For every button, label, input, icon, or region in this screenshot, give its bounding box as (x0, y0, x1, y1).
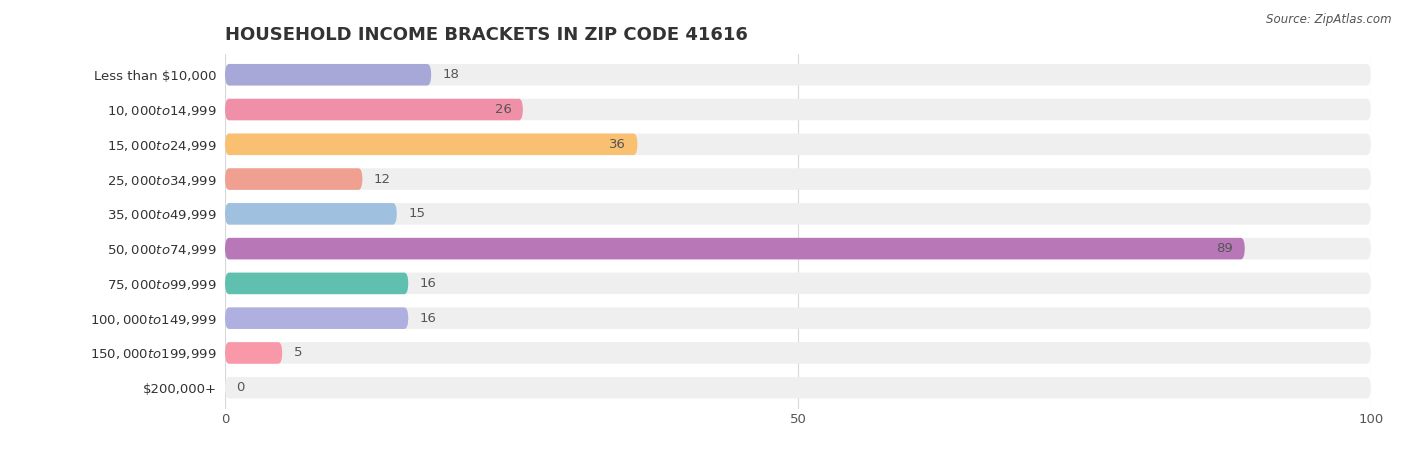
FancyBboxPatch shape (225, 99, 523, 120)
Text: 12: 12 (374, 172, 391, 185)
FancyBboxPatch shape (225, 273, 408, 294)
FancyBboxPatch shape (225, 377, 1371, 399)
Text: 36: 36 (609, 138, 626, 151)
FancyBboxPatch shape (225, 203, 396, 224)
FancyBboxPatch shape (225, 133, 637, 155)
FancyBboxPatch shape (225, 64, 432, 85)
FancyBboxPatch shape (225, 99, 1371, 120)
Text: 0: 0 (236, 381, 245, 394)
Text: 5: 5 (294, 347, 302, 360)
Text: 16: 16 (420, 312, 437, 325)
Text: HOUSEHOLD INCOME BRACKETS IN ZIP CODE 41616: HOUSEHOLD INCOME BRACKETS IN ZIP CODE 41… (225, 26, 748, 44)
Text: 89: 89 (1216, 242, 1233, 255)
FancyBboxPatch shape (225, 133, 1371, 155)
Text: 18: 18 (443, 68, 460, 81)
Text: 26: 26 (495, 103, 512, 116)
FancyBboxPatch shape (225, 64, 1371, 85)
FancyBboxPatch shape (225, 308, 408, 329)
Text: 16: 16 (420, 277, 437, 290)
FancyBboxPatch shape (225, 238, 1371, 260)
FancyBboxPatch shape (225, 168, 1371, 190)
FancyBboxPatch shape (225, 273, 1371, 294)
Text: Source: ZipAtlas.com: Source: ZipAtlas.com (1267, 13, 1392, 26)
FancyBboxPatch shape (225, 238, 1244, 260)
Text: 15: 15 (408, 207, 425, 220)
FancyBboxPatch shape (225, 342, 1371, 364)
FancyBboxPatch shape (225, 203, 1371, 224)
FancyBboxPatch shape (225, 342, 283, 364)
FancyBboxPatch shape (225, 308, 1371, 329)
FancyBboxPatch shape (225, 168, 363, 190)
